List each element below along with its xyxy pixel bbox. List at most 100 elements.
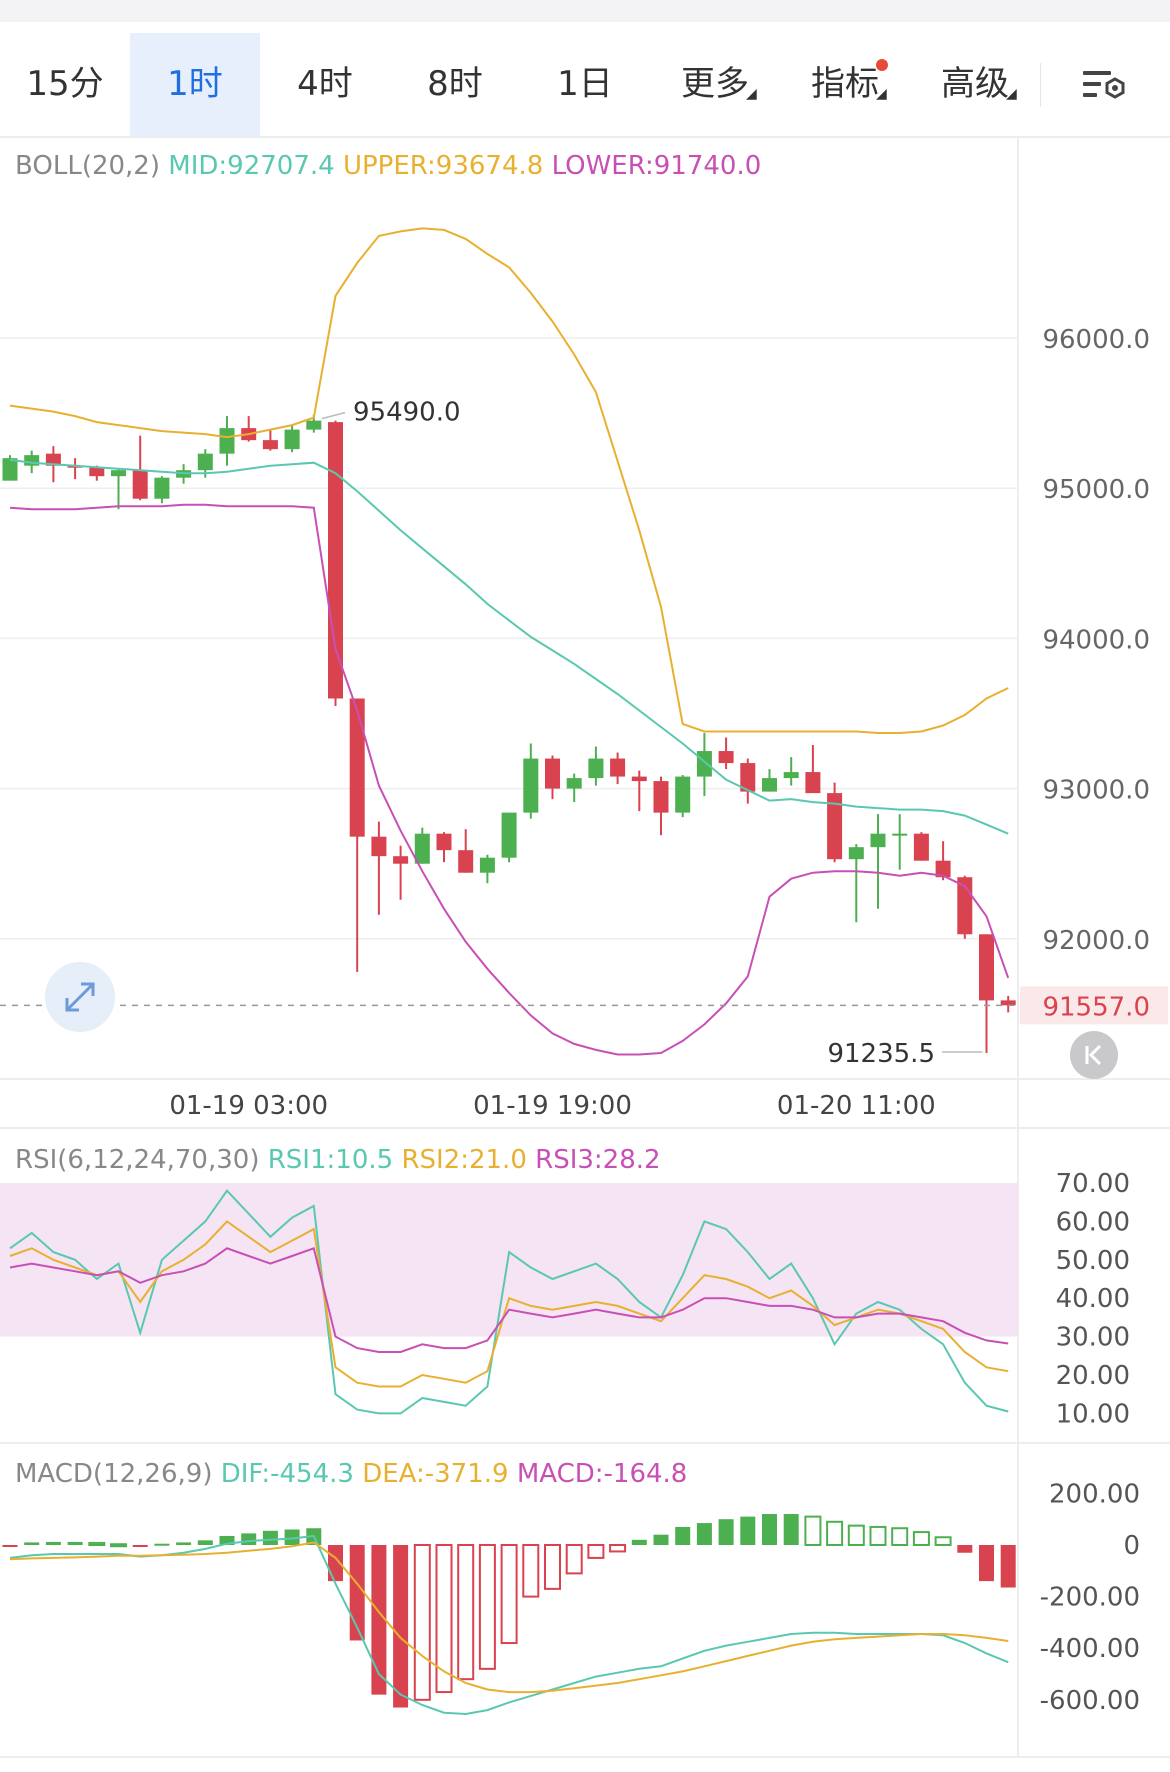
jump-to-latest-icon xyxy=(1085,1044,1102,1066)
candle-body xyxy=(913,833,929,861)
candle-body xyxy=(501,812,517,858)
candle-body xyxy=(588,758,604,779)
tab-more[interactable]: 更多 ◢ xyxy=(650,33,780,136)
macd-histogram-bar xyxy=(826,1520,844,1547)
boll-mid-value: MID:92707.4 xyxy=(168,151,335,181)
macd-histogram-bar xyxy=(176,1542,192,1545)
macd-histogram-bar xyxy=(132,1545,148,1547)
rsi-tick-label: 40.00 xyxy=(1056,1284,1130,1314)
tab-1d[interactable]: 1日 xyxy=(520,33,650,136)
boll-name: BOLL(20,2) xyxy=(15,151,160,181)
boll-upper-value: UPPER:93674.8 xyxy=(342,151,544,181)
tab-advanced[interactable]: 高级 ◢ xyxy=(910,33,1040,136)
dropdown-corner-icon: ◢ xyxy=(746,86,757,102)
tab-1h[interactable]: 1时 xyxy=(130,33,260,136)
candle-body xyxy=(740,763,756,792)
rsi-name: RSI(6,12,24,70,30) xyxy=(15,1145,260,1175)
macd-histogram-bar xyxy=(1000,1545,1016,1588)
tab-label: 指标 xyxy=(811,64,879,104)
candle-body xyxy=(24,455,40,466)
boll-mid-line xyxy=(9,458,1009,835)
macd-tick-label: 200.00 xyxy=(1049,1479,1140,1509)
tab-label: 8时 xyxy=(427,64,483,104)
time-tick-label: 01-19 19:00 xyxy=(473,1091,632,1121)
high-price-label: 95490.0 xyxy=(353,398,461,428)
price-tick-label: 93000.0 xyxy=(1042,776,1150,806)
macd-histogram-bar xyxy=(565,1544,583,1575)
macd-histogram-bar xyxy=(413,1544,431,1701)
macd-histogram-bar xyxy=(349,1545,365,1641)
last-price-tag xyxy=(1020,986,1168,1025)
price-tick-label: 96000.0 xyxy=(1042,325,1150,355)
boll-lower-line xyxy=(9,503,1010,1056)
candle-body xyxy=(783,772,799,779)
tab-label: 15分 xyxy=(26,64,104,104)
candle-body xyxy=(414,833,430,864)
macd-dif-line xyxy=(9,1534,1009,1716)
macd-macd-value: MACD:-164.8 xyxy=(516,1459,688,1489)
price-tick-label: 92000.0 xyxy=(1042,926,1150,956)
candle-body xyxy=(870,833,886,848)
time-tick-label: 01-19 03:00 xyxy=(169,1091,328,1121)
macd-histogram-bar xyxy=(522,1544,540,1598)
rsi-tick-label: 20.00 xyxy=(1056,1361,1130,1391)
candle-body xyxy=(1000,1000,1016,1006)
macd-histogram-bar xyxy=(891,1527,909,1546)
macd-histogram-bar xyxy=(718,1519,734,1545)
candle-body xyxy=(393,856,409,864)
rsi1-line xyxy=(9,1189,1009,1415)
macd-histogram-bar xyxy=(696,1523,712,1545)
macd-histogram-bar xyxy=(154,1543,170,1546)
tab-15m[interactable]: 15分 xyxy=(0,33,130,136)
macd-histogram-bar xyxy=(740,1516,756,1545)
rsi-tick-label: 50.00 xyxy=(1056,1246,1130,1276)
candle-body xyxy=(349,698,365,837)
candle-body xyxy=(848,847,864,860)
macd-histogram-bar xyxy=(24,1542,40,1545)
candle-body xyxy=(696,751,712,777)
macd-tick-label: -600.00 xyxy=(1040,1686,1140,1716)
candle-body xyxy=(566,778,582,789)
tab-4h[interactable]: 4时 xyxy=(260,33,390,136)
candle-body xyxy=(458,850,474,873)
time-tick-label: 01-20 11:00 xyxy=(777,1091,936,1121)
dropdown-corner-icon: ◢ xyxy=(1006,86,1017,102)
candle-body xyxy=(154,477,170,499)
macd-histogram-bar xyxy=(609,1544,627,1553)
chart-settings-button[interactable] xyxy=(1060,33,1150,136)
notification-dot xyxy=(876,59,888,71)
boll-lower-value: LOWER:91740.0 xyxy=(551,151,762,181)
macd-histogram-bar xyxy=(110,1543,127,1548)
rsi3-value: RSI3:28.2 xyxy=(535,1145,661,1175)
candle-body xyxy=(479,857,495,873)
macd-histogram-bar xyxy=(544,1544,561,1590)
candle-body xyxy=(219,428,235,454)
candle-body xyxy=(653,781,669,813)
candle-body xyxy=(111,470,126,477)
macd-histogram-bar xyxy=(762,1514,777,1545)
macd-tick-label: 0 xyxy=(1123,1531,1140,1561)
rsi-tick-label: 60.00 xyxy=(1056,1207,1130,1237)
expand-button[interactable] xyxy=(45,962,115,1032)
low-price-label: 91235.5 xyxy=(827,1039,935,1069)
macd-dea-line xyxy=(9,1541,1009,1694)
macd-histogram-bar xyxy=(934,1536,952,1547)
rsi2-line xyxy=(9,1220,1009,1388)
candle-body xyxy=(827,793,843,860)
candle-body xyxy=(197,453,213,471)
macd-histogram-bar xyxy=(847,1524,865,1547)
candle-body xyxy=(718,751,734,764)
tab-8h[interactable]: 8时 xyxy=(390,33,520,136)
candle-body xyxy=(371,836,387,857)
macd-histogram-bar xyxy=(957,1545,973,1553)
jump-to-latest-button[interactable] xyxy=(1070,1031,1118,1079)
macd-histogram-bar xyxy=(912,1531,930,1546)
macd-histogram-bar xyxy=(457,1544,475,1681)
tab-indicators[interactable]: 指标 ◢ xyxy=(780,33,910,136)
candle-body xyxy=(328,422,343,699)
candle-body xyxy=(805,772,821,794)
top-strip xyxy=(0,0,1170,22)
candle-body xyxy=(892,833,908,836)
macd-legend: MACD(12,26,9) DIF:-454.3 DEA:-371.9 MACD… xyxy=(15,1459,687,1489)
